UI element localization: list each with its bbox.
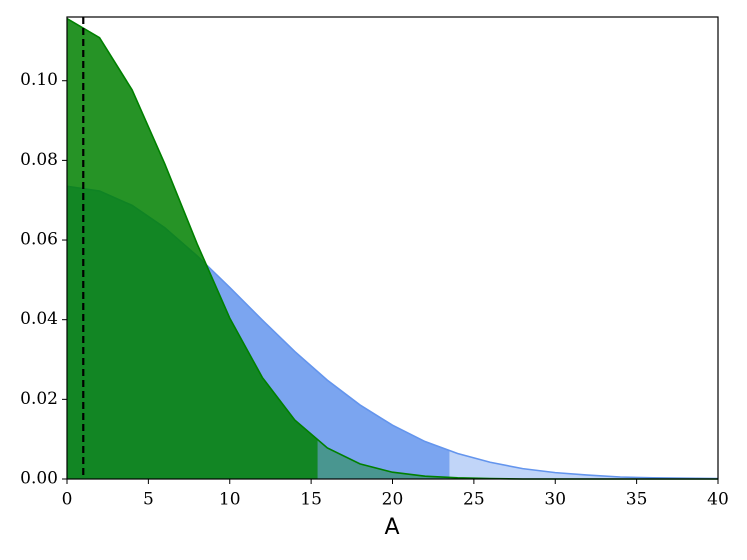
- x-tick-label: 40: [707, 490, 729, 510]
- x-tick-label: 0: [62, 490, 73, 510]
- x-tick-label: 35: [626, 490, 648, 510]
- y-tick-label: 0.06: [20, 230, 58, 250]
- area-fill-dark: [67, 18, 318, 479]
- y-tick-label: 0.04: [20, 309, 58, 329]
- x-tick-label: 25: [463, 490, 485, 510]
- x-tick-label: 30: [544, 490, 566, 510]
- y-tick-label: 0.08: [20, 150, 58, 170]
- y-tick-label: 0.00: [20, 469, 58, 489]
- area-fill-light: [317, 439, 718, 479]
- y-tick-label: 0.10: [20, 70, 58, 90]
- x-tick-label: 15: [300, 490, 322, 510]
- area-fill-light: [449, 450, 718, 479]
- y-tick-label: 0.02: [20, 389, 58, 409]
- x-tick-label: 10: [219, 490, 241, 510]
- x-tick-label: 20: [382, 490, 404, 510]
- x-axis-label: A: [384, 515, 399, 540]
- x-tick-label: 5: [143, 490, 154, 510]
